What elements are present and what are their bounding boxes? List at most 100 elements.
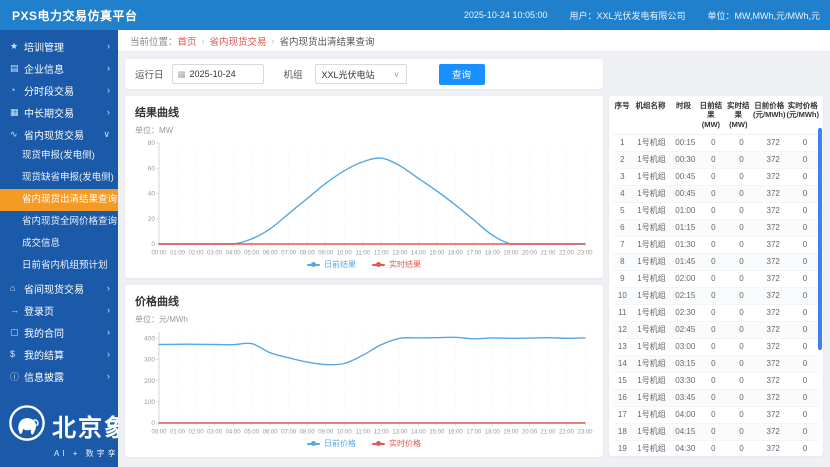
table-cell-0: 4 [613,186,632,202]
legend-item-1[interactable]: 实时结果 [372,259,421,270]
table-cell-4: 0 [727,390,755,406]
sidebar-item-label: 信息披露 [24,369,107,384]
sidebar-item-6[interactable]: →登录页› [0,299,118,321]
table-row: 151号机组03:30003720 [613,373,819,390]
sidebar-subitem-0[interactable]: 现货申报(发电侧) [0,145,118,167]
table-cell-2: 03:00 [671,339,699,355]
legend-label: 日前结果 [324,259,356,270]
table-cell-4: 0 [727,237,755,253]
table-scrollbar[interactable] [818,128,822,350]
breadcrumb-link-section[interactable]: 省内现货交易 [210,34,267,48]
table-row: 101号机组02:15003720 [613,288,819,305]
table-cell-4: 0 [727,135,755,151]
sidebar-item-1[interactable]: ▤企业信息› [0,57,118,79]
svg-text:14:00: 14:00 [411,251,427,257]
breadcrumb-prefix: 当前位置： [130,34,178,48]
table-cell-5: 372 [756,271,791,287]
breadcrumb-current: 省内现货出清结果查询 [280,34,375,48]
svg-text:21:00: 21:00 [540,251,556,257]
table-cell-4: 0 [727,152,755,168]
sidebar-subitem-1[interactable]: 现货缺省申报(发电侧) [0,167,118,189]
table-row: 141号机组03:15003720 [613,356,819,373]
table-row: 61号机组01:15003720 [613,220,819,237]
table-row: 191号机组04:30003720 [613,441,819,456]
svg-text:06:00: 06:00 [263,251,279,257]
svg-text:20:00: 20:00 [522,251,538,257]
sidebar-subitem-5[interactable]: 日前省内机组预计划 [0,255,118,277]
sidebar-item-2[interactable]: ◔分时段交易› [0,79,118,101]
sidebar-item-9[interactable]: ⓘ信息披露› [0,365,118,387]
table-cell-3: 0 [699,339,727,355]
table-cell-0: 12 [613,322,632,338]
svg-text:11:00: 11:00 [355,430,370,436]
query-button[interactable]: 查询 [439,64,485,85]
legend-item-0[interactable]: 日前价格 [307,438,356,449]
table-row: 31号机组00:45003720 [613,169,819,186]
unit-select[interactable]: XXL光伏电站 ∨ [315,64,407,84]
sidebar-item-label: 我的结算 [24,347,107,362]
table-cell-3: 0 [699,288,727,304]
table-cell-2: 03:45 [671,390,699,406]
sidebar-item-7[interactable]: ▢我的合同› [0,321,118,343]
chevron-right-icon: › [107,305,110,315]
sidebar-item-8[interactable]: $我的结算› [0,343,118,365]
table-cell-2: 04:15 [671,424,699,440]
table-cell-3: 0 [699,237,727,253]
table-cell-5: 372 [756,441,791,456]
table-cell-5: 372 [756,339,791,355]
svg-text:05:00: 05:00 [244,251,260,257]
table-row: 11号机组00:15003720 [613,135,819,152]
chevron-right-icon: › [107,371,110,381]
svg-text:17:00: 17:00 [466,430,482,436]
table-cell-1: 1号机组 [632,373,672,389]
table-cell-2: 01:15 [671,220,699,236]
table-cell-1: 1号机组 [632,390,672,406]
legend-marker-icon [372,264,385,266]
table-cell-2: 00:45 [671,169,699,185]
table-cell-4: 0 [727,441,755,456]
table-cell-5: 372 [756,220,791,236]
breadcrumb-link-home[interactable]: 首页 [178,34,197,48]
page-body: 运行日 ▦ 2025-10-24 机组 XXL光伏电站 ∨ 查询 结果曲线 单位… [118,52,830,467]
table-cell-2: 00:45 [671,186,699,202]
table-cell-5: 372 [756,322,791,338]
sidebar-subitem-4[interactable]: 成交信息 [0,233,118,255]
table-cell-6: 0 [791,424,819,440]
table-cell-3: 0 [699,220,727,236]
sidebar-item-label: 分时段交易 [24,83,107,98]
legend-item-1[interactable]: 实时价格 [372,438,421,449]
sidebar-item-label: 省内现货交易 [24,127,103,142]
topbar-user: 用户：XXL光伏发电有限公司 [569,9,685,22]
brand-slogan: AI + 数字孪生 + 数据驱动 [8,448,118,459]
chevron-right-icon: › [107,63,110,73]
company-info-icon: ▤ [10,63,24,74]
legend-label: 日前价格 [324,438,356,449]
login-icon: → [10,305,24,315]
sidebar-item-5[interactable]: ⌂省间现货交易› [0,277,118,299]
svg-text:01:00: 01:00 [170,251,186,257]
table-cell-2: 01:00 [671,203,699,219]
svg-text:19:00: 19:00 [503,251,519,257]
svg-text:08:00: 08:00 [300,251,316,257]
brand-name: 北京象 [52,408,118,443]
table-cell-1: 1号机组 [632,288,672,304]
calendar-icon: ▦ [178,69,186,80]
svg-text:03:00: 03:00 [207,430,223,436]
table-cell-6: 0 [791,288,819,304]
sidebar-subitem-3[interactable]: 省内现货全网价格查询 [0,211,118,233]
result-curve-chart: 00:0001:0002:0003:0004:0005:0006:0007:00… [135,137,593,258]
table-cell-3: 0 [699,441,727,456]
legend-item-0[interactable]: 日前结果 [307,259,356,270]
sidebar-item-4[interactable]: ∿省内现货交易∨ [0,123,118,145]
sidebar-item-0[interactable]: ★培训管理› [0,35,118,57]
sidebar-item-3[interactable]: ▦中长期交易› [0,101,118,123]
svg-text:04:00: 04:00 [226,251,242,257]
table-cell-4: 0 [727,305,755,321]
sidebar-subitem-2[interactable]: 省内现货出清结果查询 [0,189,118,211]
table-cell-6: 0 [791,322,819,338]
table-cell-0: 11 [613,305,632,321]
table-cell-0: 18 [613,424,632,440]
table-cell-5: 372 [756,305,791,321]
run-date-input[interactable]: ▦ 2025-10-24 [172,64,264,84]
chevron-right-icon: › [202,36,205,46]
